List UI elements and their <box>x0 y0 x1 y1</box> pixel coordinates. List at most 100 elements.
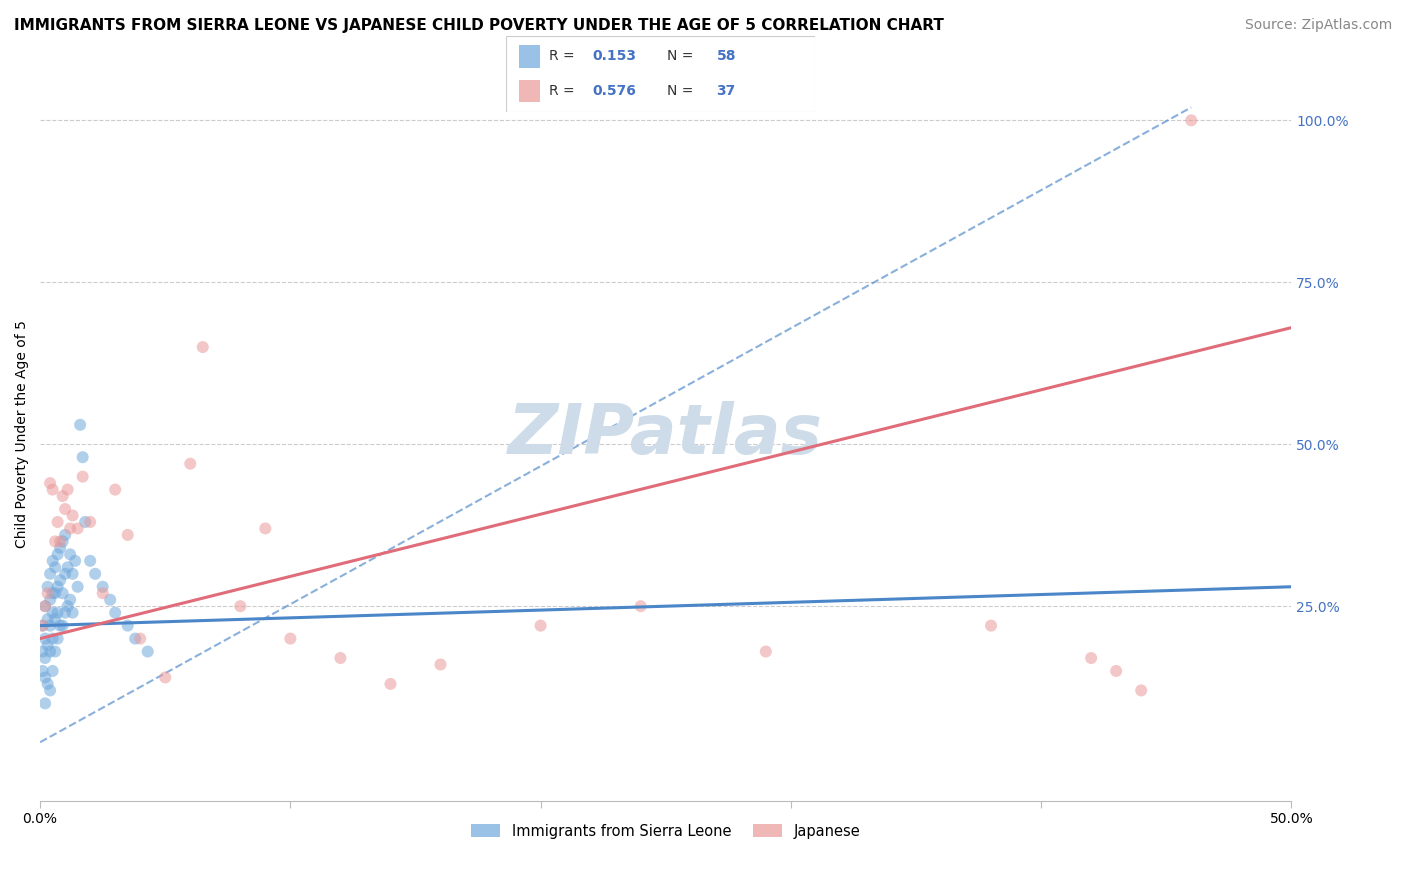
Text: Source: ZipAtlas.com: Source: ZipAtlas.com <box>1244 18 1392 32</box>
Point <box>59 592 82 607</box>
Point <box>41 586 63 600</box>
Point <box>1105 664 1128 678</box>
Text: N =: N = <box>666 84 697 98</box>
Text: 0.576: 0.576 <box>593 84 637 98</box>
Point <box>630 599 652 614</box>
Point <box>52 586 75 600</box>
Point <box>37 612 59 626</box>
Point <box>52 534 75 549</box>
Text: 0.153: 0.153 <box>593 49 637 63</box>
Point <box>46 547 69 561</box>
Point <box>129 632 152 646</box>
Point <box>44 534 66 549</box>
Point <box>229 599 252 614</box>
Point <box>117 618 139 632</box>
Text: IMMIGRANTS FROM SIERRA LEONE VS JAPANESE CHILD POVERTY UNDER THE AGE OF 5 CORREL: IMMIGRANTS FROM SIERRA LEONE VS JAPANESE… <box>14 18 943 33</box>
Point <box>34 599 56 614</box>
Point <box>34 670 56 684</box>
Point <box>280 632 302 646</box>
Point <box>31 618 53 632</box>
Point <box>79 554 101 568</box>
Point <box>1130 683 1153 698</box>
Point <box>53 606 76 620</box>
Point <box>41 606 63 620</box>
Point <box>53 566 76 581</box>
Text: R =: R = <box>550 84 579 98</box>
Point <box>62 508 84 523</box>
Point <box>46 580 69 594</box>
Point <box>56 599 79 614</box>
Text: ZIPatlas: ZIPatlas <box>508 401 824 468</box>
Point <box>529 618 551 632</box>
Point <box>37 638 59 652</box>
Point <box>34 651 56 665</box>
Text: 37: 37 <box>717 84 735 98</box>
Point <box>37 677 59 691</box>
Point <box>75 515 97 529</box>
Point <box>69 417 91 432</box>
Point <box>37 586 59 600</box>
Point <box>117 528 139 542</box>
Point <box>59 547 82 561</box>
Point <box>1080 651 1102 665</box>
Point <box>34 599 56 614</box>
Point <box>44 560 66 574</box>
Point <box>39 566 62 581</box>
Point <box>41 483 63 497</box>
Point <box>1180 113 1202 128</box>
Point <box>41 632 63 646</box>
Point <box>84 566 107 581</box>
Point <box>56 483 79 497</box>
Point <box>98 592 121 607</box>
Point <box>56 560 79 574</box>
Point <box>179 457 201 471</box>
Point <box>53 502 76 516</box>
Point <box>34 632 56 646</box>
Point <box>380 677 402 691</box>
Point <box>31 664 53 678</box>
Text: 58: 58 <box>717 49 735 63</box>
Point <box>155 670 177 684</box>
Text: N =: N = <box>666 49 697 63</box>
Point <box>44 644 66 658</box>
Point <box>91 586 114 600</box>
Point <box>46 606 69 620</box>
Point <box>59 521 82 535</box>
Point <box>39 618 62 632</box>
Point <box>62 606 84 620</box>
Point <box>49 574 72 588</box>
Point <box>63 554 86 568</box>
Point <box>31 618 53 632</box>
Point <box>79 515 101 529</box>
Point <box>39 683 62 698</box>
Text: R =: R = <box>550 49 579 63</box>
Point <box>254 521 277 535</box>
Point <box>39 644 62 658</box>
Point <box>41 554 63 568</box>
Point <box>66 580 89 594</box>
FancyBboxPatch shape <box>519 79 540 103</box>
Point <box>39 476 62 491</box>
Point <box>31 644 53 658</box>
Point <box>49 541 72 555</box>
Point <box>52 618 75 632</box>
Point <box>72 450 94 465</box>
Y-axis label: Child Poverty Under the Age of 5: Child Poverty Under the Age of 5 <box>15 320 30 549</box>
Point <box>44 612 66 626</box>
Point <box>329 651 352 665</box>
Point <box>104 483 127 497</box>
Point <box>44 586 66 600</box>
Point <box>41 664 63 678</box>
FancyBboxPatch shape <box>506 36 815 112</box>
Point <box>49 618 72 632</box>
Point <box>191 340 214 354</box>
Point <box>52 489 75 503</box>
Point <box>755 644 778 658</box>
Point <box>34 697 56 711</box>
Legend: Immigrants from Sierra Leone, Japanese: Immigrants from Sierra Leone, Japanese <box>465 818 866 845</box>
Point <box>49 534 72 549</box>
Point <box>72 469 94 483</box>
Point <box>37 580 59 594</box>
Point <box>46 515 69 529</box>
Point <box>124 632 146 646</box>
